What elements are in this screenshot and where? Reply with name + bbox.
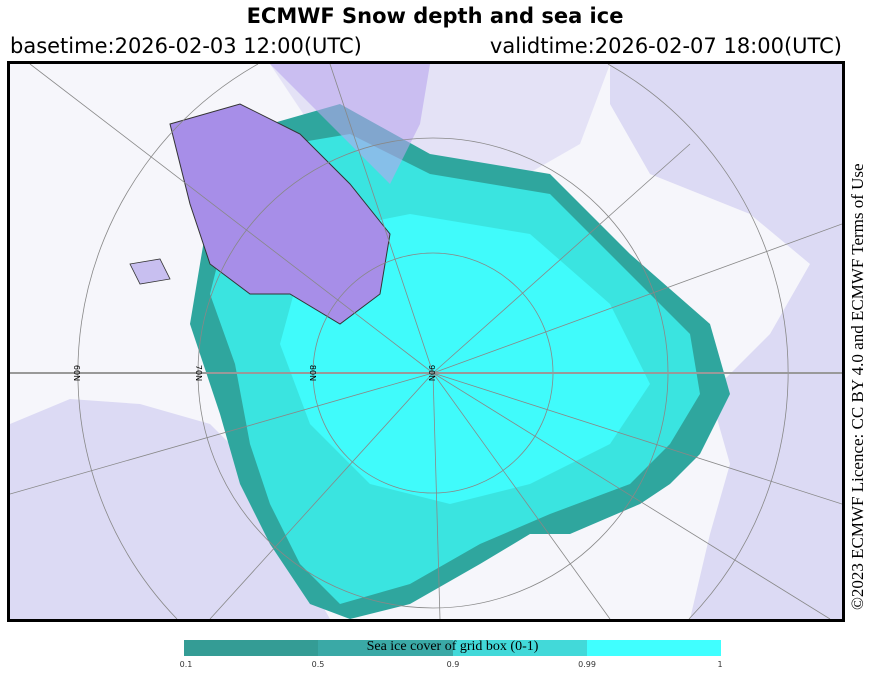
colorbar-segment-0.5-0.9	[318, 640, 453, 656]
chart-title: ECMWF Snow depth and sea ice	[246, 4, 624, 28]
colorbar-segment-0.9-0.99	[452, 640, 587, 656]
lat-circle-60n-east	[607, 64, 789, 619]
licence-text: ©2023 ECMWF Licence: CC BY 4.0 and ECMWF…	[848, 163, 867, 610]
lat-label-70n: 70N	[194, 365, 203, 381]
land-north-america	[10, 399, 330, 619]
colorbar-tick: 0.5	[311, 660, 325, 669]
lat-label-90n: 90N	[427, 365, 436, 381]
map-svg: 60N 70N 80N 90N	[10, 64, 842, 619]
latitude-labels: 60N 70N 80N 90N	[72, 365, 436, 381]
lat-circle-60n-west	[77, 64, 259, 619]
basetime-label: basetime:2026-02-03 12:00(UTC)	[10, 34, 362, 58]
colorbar-tick: 1	[717, 660, 723, 669]
colorbar-tick: 0.9	[446, 660, 460, 669]
colorbar-tick: 0.1	[179, 660, 193, 669]
lat-label-80n: 80N	[308, 365, 317, 381]
colorbar-tick: 0.99	[578, 660, 596, 669]
polar-map: 60N 70N 80N 90N	[7, 61, 845, 622]
colorbar	[184, 640, 721, 656]
land-eurasia	[610, 64, 842, 619]
colorbar-segment-0.1-0.5	[184, 640, 319, 656]
lat-label-60n: 60N	[72, 365, 81, 381]
land-greenland	[169, 103, 391, 325]
graticule	[10, 64, 842, 619]
validtime-label: validtime:2026-02-07 18:00(UTC)	[489, 34, 842, 58]
land-iceland	[129, 258, 171, 285]
colorbar-segment-0.99-1	[586, 640, 721, 656]
